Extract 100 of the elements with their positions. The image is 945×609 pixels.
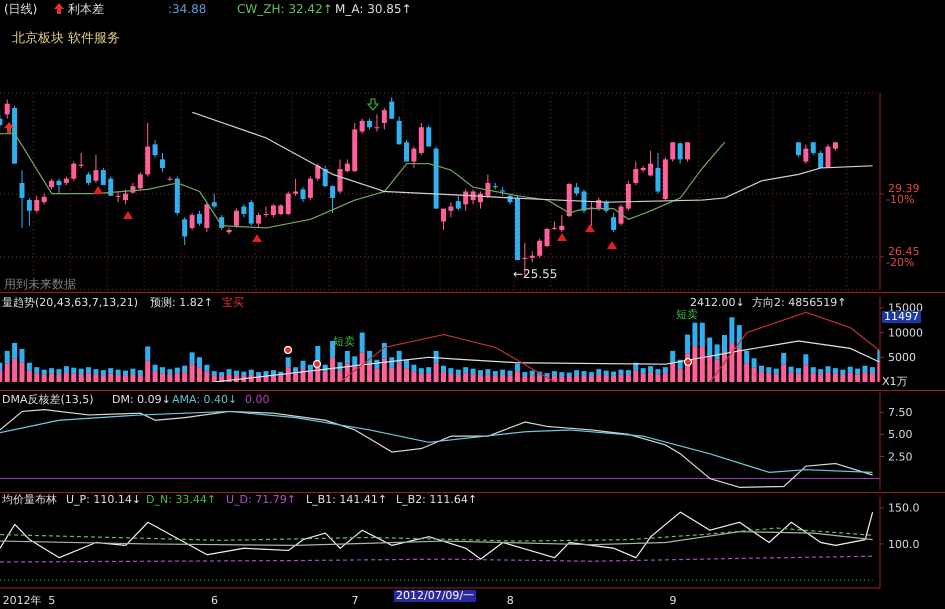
bar [145, 360, 150, 382]
bar [870, 367, 875, 374]
bar [167, 369, 172, 374]
bar [204, 364, 210, 372]
bar [71, 374, 76, 382]
x-tick-label: 6 [210, 594, 218, 607]
bar [514, 371, 520, 382]
bar [714, 359, 720, 382]
bar [492, 371, 498, 376]
line-series [0, 527, 874, 542]
bar [618, 374, 624, 382]
bar [492, 376, 498, 382]
bar [552, 371, 557, 376]
y-tick-label: 26.45 [888, 245, 920, 258]
line-series [0, 531, 874, 546]
bar [796, 368, 801, 374]
bar [293, 373, 298, 382]
bar [655, 374, 660, 382]
bar [582, 371, 587, 376]
bar [411, 364, 416, 372]
bar [870, 373, 875, 382]
bar [685, 334, 690, 354]
bar [788, 366, 794, 373]
bar [26, 362, 32, 371]
bar [4, 350, 10, 364]
y-tick-label: 2.50 [888, 450, 912, 464]
bar [42, 374, 47, 382]
chart-subtitle: 北京板块 软件服务 [12, 31, 120, 46]
bar [418, 368, 424, 374]
bar [56, 374, 62, 382]
bar [456, 370, 461, 375]
bar [781, 352, 786, 365]
y-tick-label: 5.00 [888, 428, 912, 442]
y-tick-label: 29.39 [888, 182, 920, 196]
bar [796, 374, 801, 382]
x-tick-label: 7 [351, 594, 358, 607]
bar [648, 372, 654, 382]
bar [322, 372, 328, 382]
bar [344, 350, 350, 364]
bar [744, 363, 750, 382]
bar [116, 374, 121, 382]
bar [19, 348, 24, 362]
bar [456, 374, 461, 382]
bar [508, 375, 513, 382]
annotation: L_B1: 141.41↑ [306, 493, 388, 506]
bar [670, 363, 676, 382]
bar [190, 364, 195, 382]
bar [862, 372, 868, 382]
bar [818, 369, 824, 374]
bar [152, 372, 158, 382]
bar [42, 370, 47, 375]
y-tick-label: 10000 [888, 326, 923, 340]
x-tick-label: 2012年 [2, 594, 42, 607]
bar [729, 317, 734, 343]
bar [604, 375, 609, 382]
bar [826, 366, 831, 373]
bar [626, 370, 631, 376]
bar [300, 360, 306, 370]
bar [352, 366, 358, 382]
bar [566, 376, 572, 382]
annotation: ←25.55 [513, 267, 558, 281]
bar [152, 364, 158, 372]
bar [100, 375, 106, 382]
text: 2012/07/09/一 [394, 589, 476, 602]
bar [330, 340, 336, 358]
annotation: AMA: 0.40↓ [172, 393, 238, 406]
bar [130, 374, 136, 382]
bar [722, 354, 728, 382]
bar [832, 368, 838, 374]
bar [448, 368, 454, 374]
bar [544, 373, 550, 377]
bar [34, 367, 40, 374]
bar [588, 372, 594, 376]
x-tick-label: 8 [506, 594, 514, 607]
bar [123, 375, 128, 382]
y-tick-label: 5000 [888, 351, 916, 364]
bar [270, 370, 276, 376]
bar [774, 374, 779, 382]
bar [308, 372, 313, 382]
bar [655, 369, 660, 374]
text: CW_ZH: 32.42↑ [237, 2, 333, 16]
bar [744, 350, 750, 364]
bar [138, 370, 143, 376]
bar [514, 364, 520, 372]
bar [434, 363, 439, 382]
bar [611, 372, 616, 376]
bar [714, 344, 720, 360]
bar [19, 362, 24, 382]
bar [752, 368, 757, 382]
bar [758, 366, 764, 372]
bar [167, 374, 172, 382]
bar [145, 346, 150, 361]
y-tick-label: 7.50 [888, 406, 912, 420]
bar [441, 372, 446, 382]
bar [596, 374, 602, 382]
bar [337, 370, 342, 382]
bar [707, 355, 712, 382]
bar [810, 367, 816, 374]
bar [574, 370, 580, 376]
annotation: 短卖 [333, 335, 355, 348]
